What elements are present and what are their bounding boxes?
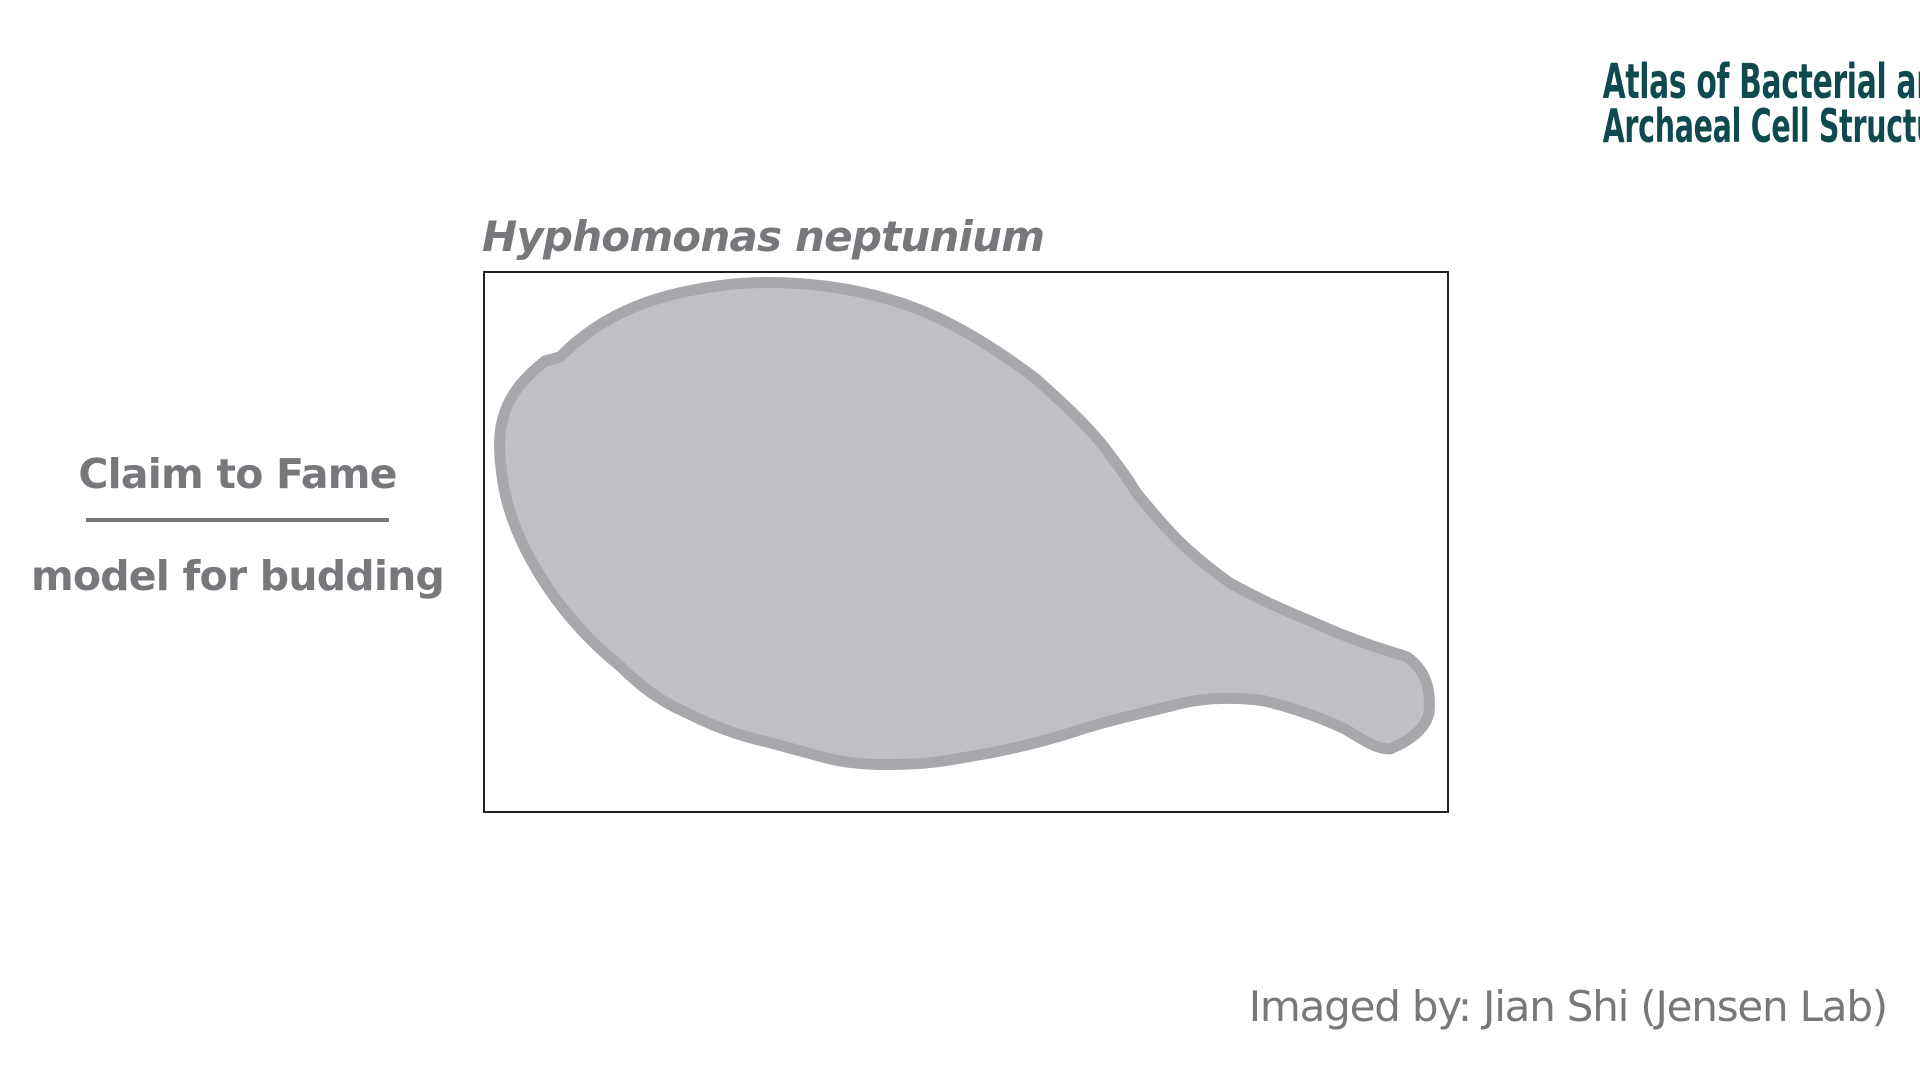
hyphomonas-cell-body xyxy=(494,276,1435,771)
image-credit: Imaged by: Jian Shi (Jensen Lab) xyxy=(1248,982,1888,1031)
atlas-logo-line1: Atlas of Bacterial and xyxy=(1602,54,1920,110)
cell-image-frame xyxy=(483,271,1449,813)
claim-to-fame-text: model for budding xyxy=(30,552,445,600)
claim-to-fame-panel: Claim to Fame model for budding xyxy=(30,450,445,600)
atlas-logo-line2: Archaeal Cell Structure xyxy=(1602,99,1920,153)
claim-divider xyxy=(86,518,389,522)
claim-to-fame-heading: Claim to Fame xyxy=(78,450,397,498)
organism-name: Hyphomonas neptunium xyxy=(482,212,1045,261)
atlas-logo: Atlas of Bacterial and Archaeal Cell Str… xyxy=(1538,54,1920,153)
cell-illustration xyxy=(494,276,1435,771)
